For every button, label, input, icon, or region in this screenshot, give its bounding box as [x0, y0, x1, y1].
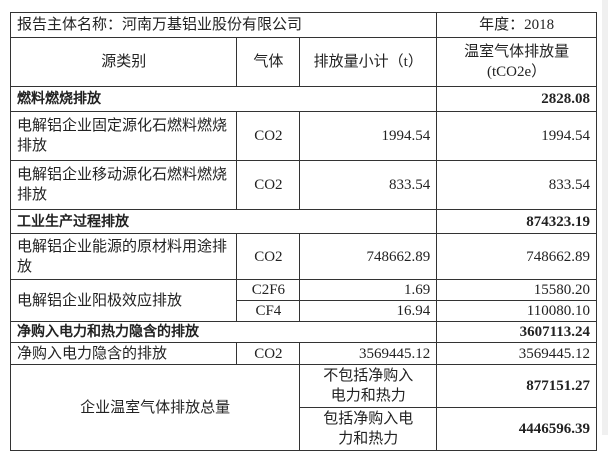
- section-total: 2828.08: [436, 86, 597, 112]
- row-subtotal: 748662.89: [299, 233, 438, 280]
- table-row: 电解铝企业固定源化石燃料燃烧排放 CO2 1994.54 1994.54: [9, 111, 597, 161]
- row-source: 电解铝企业能源的原材料用途排放: [9, 233, 238, 280]
- table-row: 电解铝企业阳极效应排放 C2F6 1.69 15580.20: [9, 279, 597, 322]
- section-title: 净购入电力和热力隐含的排放: [9, 321, 438, 343]
- row-ghg: 15580.20: [436, 279, 597, 301]
- including-total: 4446596.39: [436, 407, 597, 451]
- including-label: 包括净购入电力和热力: [299, 407, 438, 451]
- report-year: 年度：2018: [436, 12, 597, 38]
- entity-name: 报告主体名称：河南万基铝业股份有限公司: [9, 12, 438, 38]
- row-source: 电解铝企业固定源化石燃料燃烧排放: [9, 111, 238, 161]
- row-gas: CO2: [236, 233, 301, 280]
- col-ghg: 温室气体排放量(tCO2e）: [436, 37, 597, 87]
- row-ghg: 110080.10: [436, 300, 597, 322]
- row-gas: CF4: [236, 300, 301, 322]
- row-gas: C2F6: [236, 279, 301, 301]
- row-ghg: 1994.54: [436, 111, 597, 161]
- table-row: 电解铝企业能源的原材料用途排放 CO2 748662.89 748662.89: [9, 233, 597, 280]
- section-title: 工业生产过程排放: [9, 209, 438, 234]
- col-source: 源类别: [9, 37, 238, 87]
- col-gas: 气体: [236, 37, 301, 87]
- row-source: 电解铝企业阳极效应排放: [9, 279, 238, 322]
- section-title: 燃料燃烧排放: [9, 86, 438, 112]
- row-subtotal: 1.69: [299, 279, 438, 301]
- section-total: 874323.19: [436, 209, 597, 234]
- total-label: 企业温室气体排放总量: [9, 364, 301, 451]
- table-row: 净购入电力隐含的排放 CO2 3569445.12 3569445.12: [9, 342, 597, 365]
- row-ghg: 833.54: [436, 160, 597, 210]
- section-total: 3607113.24: [436, 321, 597, 343]
- row-subtotal: 833.54: [299, 160, 438, 210]
- excluding-label: 不包括净购入电力和热力: [299, 364, 438, 408]
- scrollbar[interactable]: [602, 0, 608, 435]
- row-subtotal: 16.94: [299, 300, 438, 322]
- row-ghg: 3569445.12: [436, 342, 597, 365]
- row-ghg: 748662.89: [436, 233, 597, 280]
- row-gas: CO2: [236, 342, 301, 365]
- row-source: 电解铝企业移动源化石燃料燃烧排放: [9, 160, 238, 210]
- excluding-total: 877151.27: [436, 364, 597, 408]
- row-subtotal: 3569445.12: [299, 342, 438, 365]
- emissions-table: 报告主体名称：河南万基铝业股份有限公司 年度：2018 源类别 气体 排放量小计（t）…: [9, 12, 597, 451]
- row-source: 净购入电力隐含的排放: [9, 342, 238, 365]
- table-row: 电解铝企业移动源化石燃料燃烧排放 CO2 833.54 833.54: [9, 160, 597, 210]
- row-gas: CO2: [236, 111, 301, 161]
- row-subtotal: 1994.54: [299, 111, 438, 161]
- row-gas: CO2: [236, 160, 301, 210]
- col-subtotal: 排放量小计（t）: [299, 37, 438, 87]
